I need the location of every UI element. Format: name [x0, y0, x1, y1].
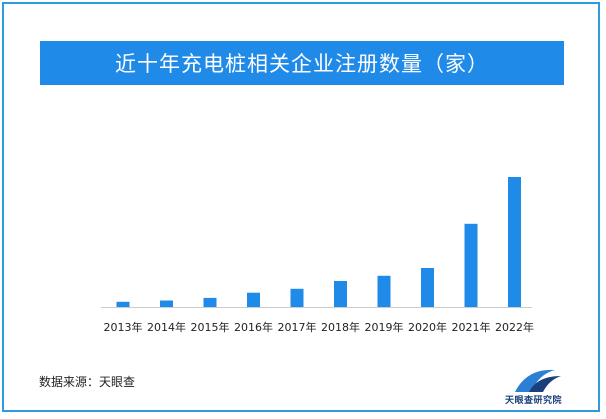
x-tick-label-1: 2014年: [147, 320, 186, 334]
chart-frame: [2, 2, 600, 412]
bar-8: [464, 223, 478, 307]
x-tick-label-2: 2015年: [191, 320, 230, 334]
data-source: 数据来源：天眼查: [39, 375, 136, 389]
bar-0: [116, 301, 130, 307]
logo-text: 天眼查研究院: [505, 396, 563, 406]
bar-7: [421, 268, 434, 307]
bar-1: [160, 300, 173, 307]
x-tick-label-8: 2021年: [452, 320, 491, 334]
title-banner: 近十年充电桩相关企业注册数量（家）: [40, 41, 564, 85]
bar-6: [377, 275, 391, 307]
x-tick-label-3: 2016年: [234, 320, 273, 334]
bar-3: [247, 292, 260, 307]
chart-title: 近十年充电桩相关企业注册数量（家）: [115, 52, 489, 76]
tianyancha-logo-icon: [515, 369, 561, 392]
bar-9: [508, 177, 521, 307]
x-tick-label-9: 2022年: [495, 320, 534, 334]
bar-2: [203, 297, 217, 307]
bars-group: [116, 177, 521, 307]
x-tick-label-5: 2018年: [321, 320, 360, 334]
bar-4: [290, 288, 304, 307]
x-tick-label-7: 2020年: [408, 320, 447, 334]
tick-labels-group: 2013年 2014年 2015年 2016年 2017年 2018年 2019年 2020年…: [104, 320, 535, 334]
x-tick-label-6: 2019年: [365, 320, 404, 334]
x-tick-label-0: 2013年: [104, 320, 143, 334]
bar-5: [334, 281, 347, 307]
x-tick-label-4: 2017年: [278, 320, 317, 334]
